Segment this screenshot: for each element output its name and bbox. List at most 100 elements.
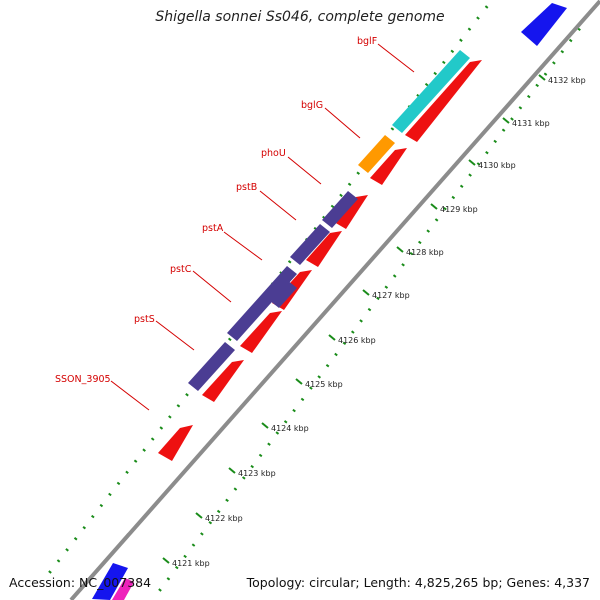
leader-pstC: [192, 270, 232, 303]
outer-ruler-tick: [459, 184, 464, 188]
outer-ruler-tick: [560, 49, 565, 54]
outer-ruler-tick: [367, 307, 372, 312]
outer-ruler-tick: [568, 38, 573, 43]
outer-ruler-tick: [392, 274, 397, 278]
inner-ruler-tick: [108, 492, 112, 497]
outer-ruler-tick: [418, 240, 422, 245]
cds-track: [158, 60, 482, 461]
kbp-tick-label: 4128 kbp: [406, 248, 444, 257]
outer-ruler-tick: [275, 431, 280, 435]
inner-ruler-tick: [159, 426, 164, 430]
inner-ruler-tick: [442, 60, 446, 65]
outer-ruler-tick: [376, 296, 380, 301]
genome-summary-text: Topology: circular; Length: 4,825,265 bp…: [246, 575, 590, 590]
inner-ruler-tick: [142, 448, 146, 452]
inner-ruler-tick: [133, 459, 138, 463]
map-title: Shigella sonnei Ss046, complete genome: [155, 9, 445, 25]
leader-pstA: [223, 231, 263, 261]
tick-marks: [48, 5, 581, 592]
accession-text: Accession: NC_007384: [9, 575, 152, 590]
inner-ruler-tick: [450, 49, 455, 54]
kbp-tick-label: 4124 kbp: [271, 424, 309, 433]
outer-ruler-tick: [309, 386, 313, 390]
outer-ruler-tick: [485, 150, 489, 155]
tick-labels: 4121 kbp 4122 kbp 4123 kbp 4124 kbp 4125 kbp…: [172, 76, 586, 568]
kbp-tick-label: 4121 kbp: [172, 559, 210, 568]
inner-ruler-tick: [227, 337, 232, 342]
inner-ruler-tick: [390, 127, 395, 131]
kbp-major-tick: [362, 289, 370, 296]
cds-feature: [202, 360, 244, 402]
kbp-tick-label: 4127 kbp: [372, 291, 410, 300]
outer-ruler-tick: [325, 363, 330, 368]
kbp-major-tick: [328, 334, 336, 341]
kbp-tick-label: 4129 kbp: [440, 205, 478, 214]
kbp-major-tick: [228, 467, 236, 474]
cds-feature: [306, 231, 342, 267]
leader-phoU: [287, 156, 322, 185]
inner-ruler-tick: [82, 526, 87, 530]
gene-labels: bglF bglG phoU pstB pstA pstC pstS SSON_…: [55, 36, 377, 385]
inner-ruler-tick: [484, 5, 489, 9]
outer-ruler-tick: [384, 285, 389, 289]
kbp-tick-label: 4126 kbp: [338, 336, 376, 345]
outer-ruler-tick: [200, 532, 204, 536]
outer-ruler-tick: [242, 476, 246, 480]
cds-feature: [334, 195, 368, 229]
gene-label-SSON_3905: SSON_3905: [55, 374, 111, 385]
inner-ruler-tick: [150, 437, 155, 441]
inner-ruler-tick: [433, 71, 437, 76]
gene-label-bglF: bglF: [357, 36, 377, 47]
outer-ruler-tick: [501, 128, 506, 132]
outer-ruler-tick: [526, 94, 531, 99]
inner-ruler-tick: [176, 404, 181, 408]
outer-ruler-tick: [543, 72, 548, 76]
outer-ruler-tick: [216, 509, 221, 514]
inner-ruler-tick: [467, 27, 472, 31]
outer-ruler-tick: [233, 487, 238, 491]
outer-ruler-tick: [250, 464, 254, 469]
inner-ruler-tick: [185, 393, 189, 397]
outer-ruler-tick: [292, 408, 296, 413]
leader-pstS: [155, 320, 195, 351]
gene-pstB: [322, 191, 358, 228]
inner-ruler-tick: [91, 514, 95, 519]
outer-ruler-tick: [510, 117, 514, 121]
outer-ruler-tick: [401, 263, 405, 267]
outer-ruler-tick: [166, 577, 171, 581]
outer-ruler-tick: [342, 341, 347, 346]
outer-ruler-tick: [267, 442, 271, 446]
outer-ruler-tick: [283, 420, 288, 424]
neighbor-feature-bottom: [92, 563, 128, 600]
outer-ruler-tick: [258, 453, 263, 458]
outer-ruler-tick: [334, 352, 338, 357]
inner-ruler-tick: [168, 415, 172, 419]
neighbor-feature-bottom-pink: [112, 578, 134, 600]
inner-ruler-tick: [48, 570, 52, 574]
outer-ruler-tick: [191, 543, 196, 547]
kbp-tick-label: 4122 kbp: [205, 514, 243, 523]
outer-ruler-tick: [518, 106, 523, 110]
inner-ruler-tick: [56, 559, 61, 563]
gene-label-pstC: pstC: [170, 264, 192, 275]
outer-ruler-tick: [476, 162, 481, 166]
gene-bglG: [358, 135, 395, 173]
kbp-major-tick: [430, 203, 438, 210]
cds-feature: [405, 60, 482, 142]
outer-ruler-tick: [451, 195, 456, 200]
outer-ruler-tick: [351, 330, 355, 334]
leader-bglG: [324, 107, 361, 139]
leader-pstB: [259, 190, 297, 221]
cds-feature: [158, 425, 193, 461]
gene-label-phoU: phoU: [261, 148, 286, 159]
kbp-major-tick: [162, 557, 170, 564]
outer-ruler-tick: [493, 139, 497, 144]
kbp-tick-label: 4130 kbp: [478, 161, 516, 170]
outer-ruler-tick: [158, 588, 162, 592]
cds-feature: [370, 148, 407, 185]
genome-backbone: [69, 0, 600, 600]
inner-ruler-tick: [65, 548, 69, 552]
outer-ruler-tick: [300, 397, 305, 402]
kbp-tick-label: 4132 kbp: [548, 76, 586, 85]
